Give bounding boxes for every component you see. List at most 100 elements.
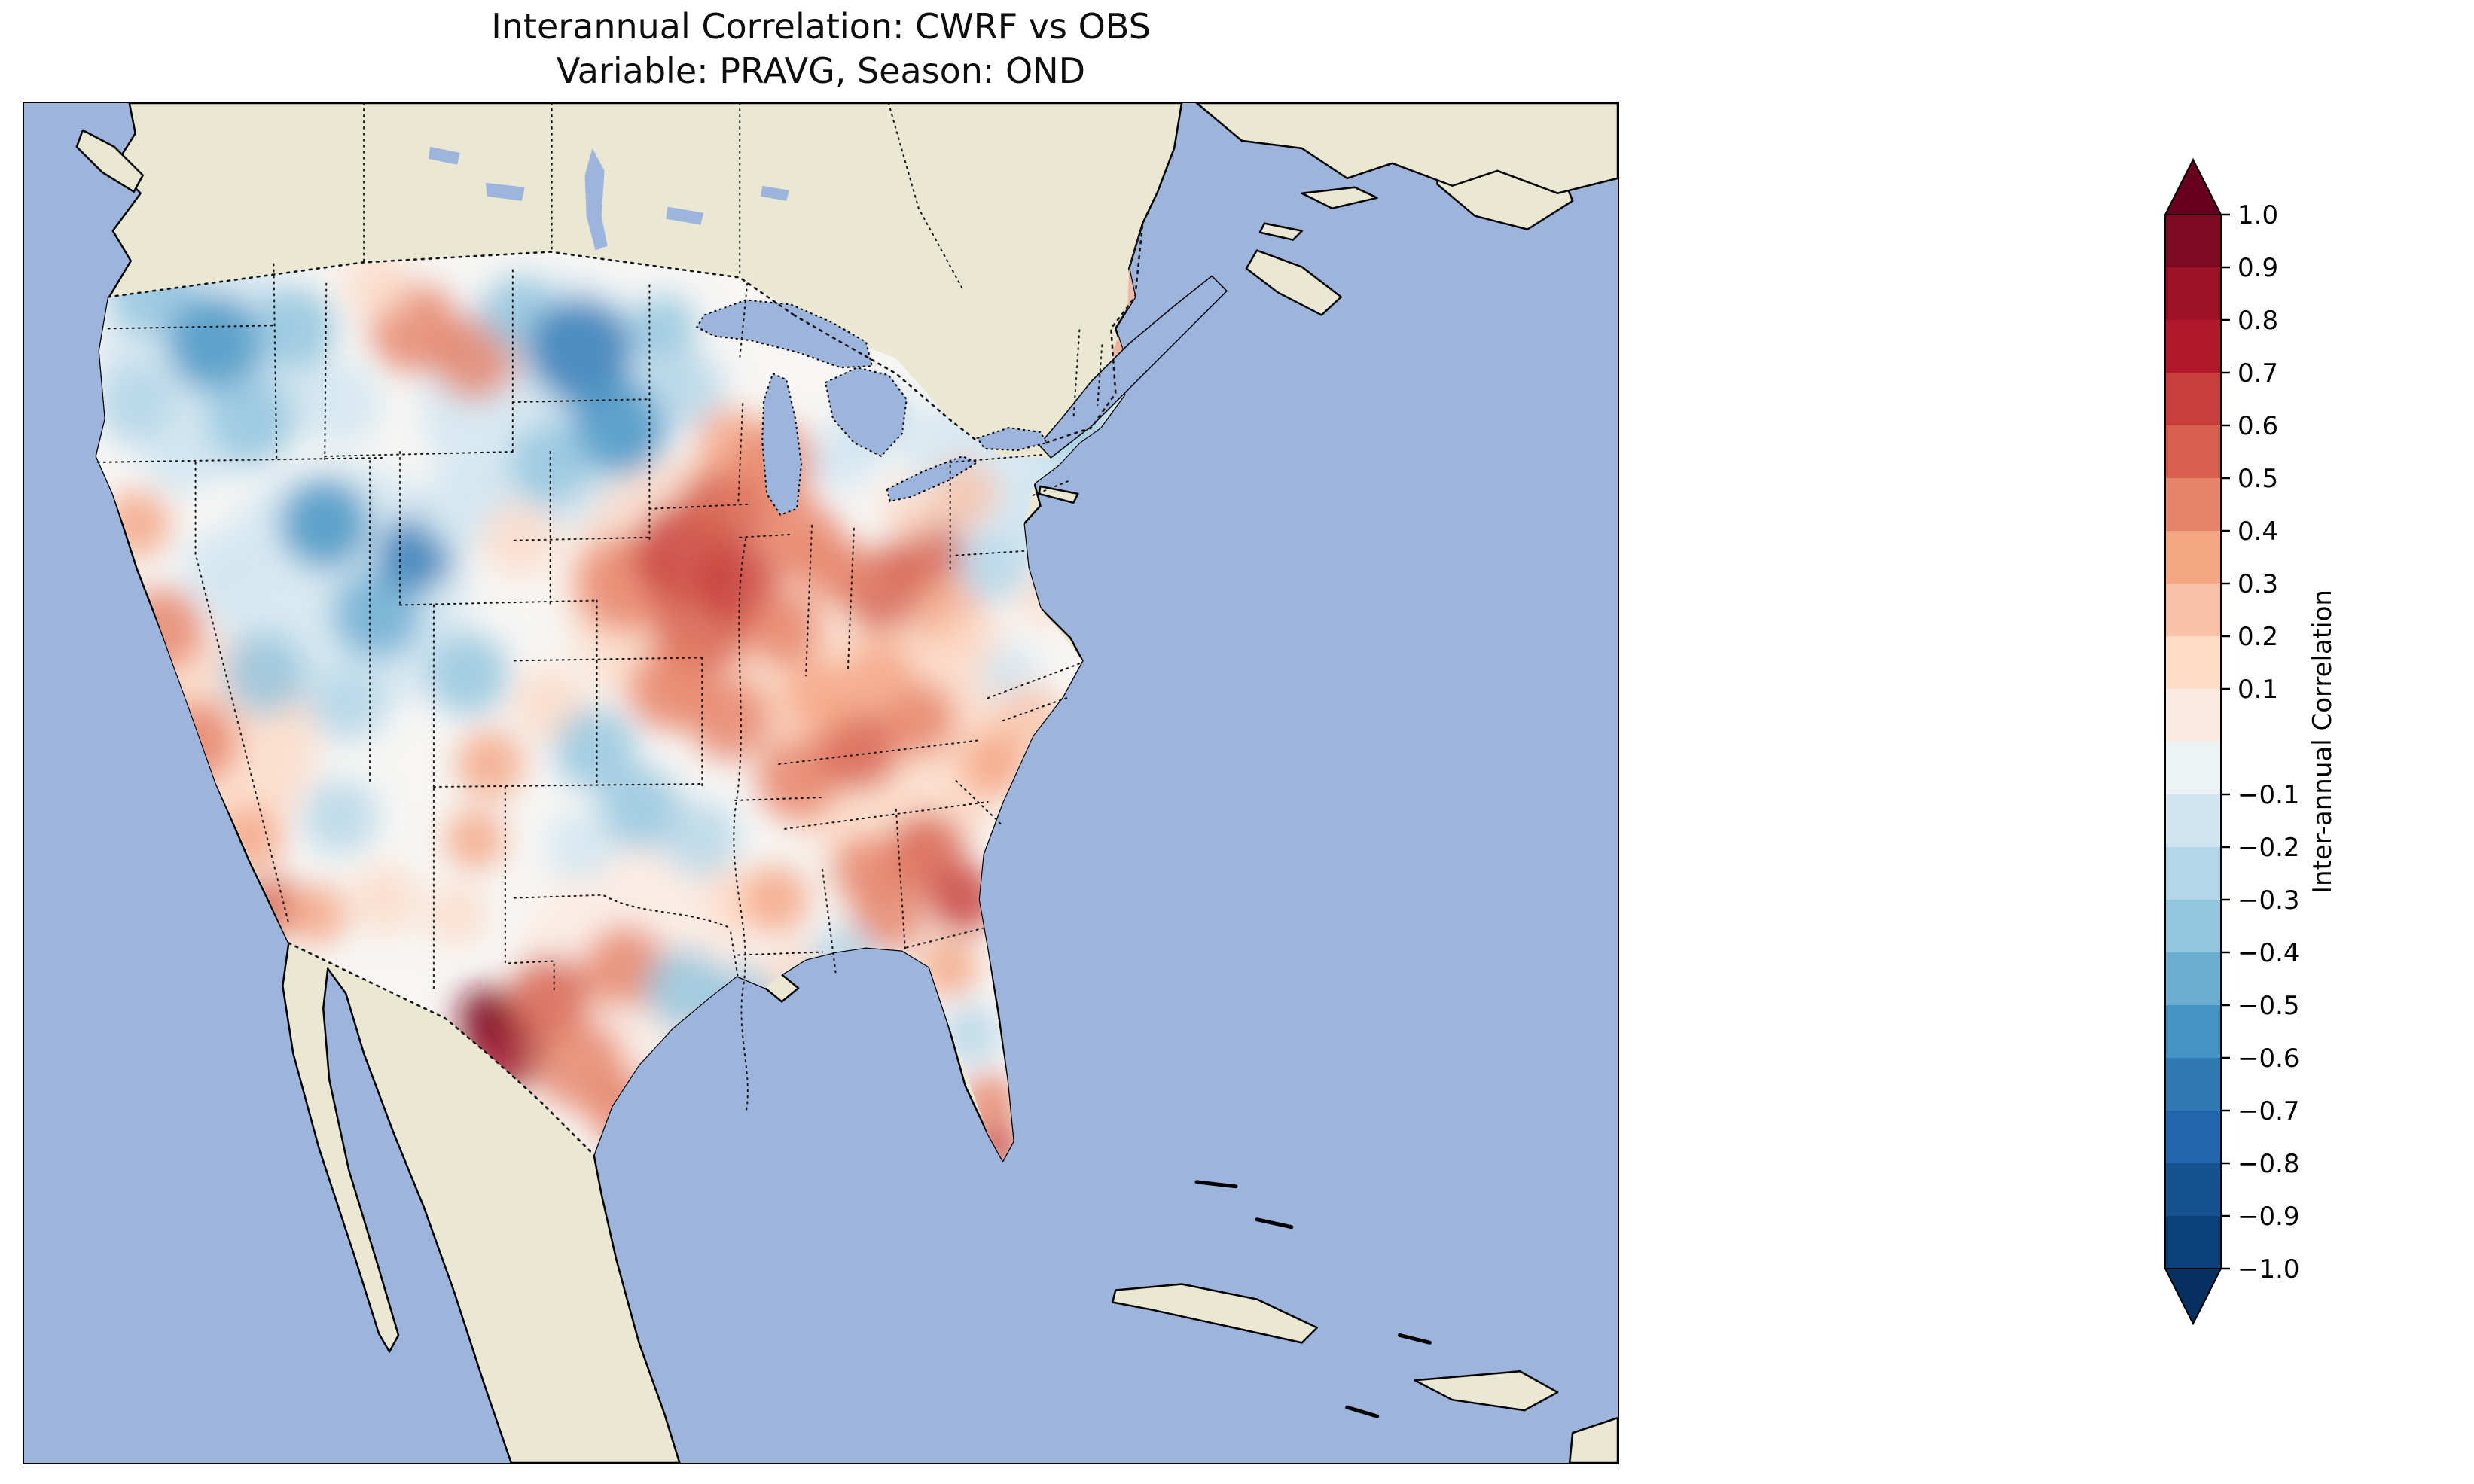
island — [1568, 1416, 1618, 1463]
great-lake — [761, 372, 803, 516]
field-blob — [182, 531, 258, 607]
field-blob — [298, 362, 382, 445]
colorbar-band — [2165, 531, 2221, 584]
field-blob — [444, 809, 505, 870]
colorbar-tick-label: 0.5 — [2238, 464, 2278, 494]
great-lakes — [695, 299, 1048, 516]
map-svg — [24, 103, 1618, 1463]
colorbar-band — [2165, 689, 2221, 742]
field-blob — [426, 632, 509, 716]
colorbar-svg: 1.0 0.9 0.8 0.7 0.6 0.5 0.4 0.3 0.2 0.1 −0.1 −0.2 −0… — [2164, 157, 2338, 1326]
colorbar-band — [2165, 636, 2221, 689]
state-border — [1032, 479, 1072, 496]
field-blob — [508, 955, 592, 1039]
field-blob — [144, 419, 220, 494]
national-border — [107, 251, 795, 316]
colorbar-tick-label: 0.9 — [2238, 253, 2278, 283]
state-border — [737, 403, 744, 505]
great-lake — [886, 455, 979, 503]
colorbar-band — [2165, 1163, 2221, 1216]
field-blob — [831, 835, 900, 904]
state-border — [905, 927, 984, 949]
title-line-2: Variable: PRAVG, Season: OND — [556, 50, 1086, 91]
field-blob — [527, 298, 633, 404]
islands — [75, 103, 1618, 1463]
state-borders — [96, 263, 1103, 1115]
island — [1258, 222, 1304, 241]
canada-lakes — [428, 146, 790, 251]
colorbar-tick-label: −0.5 — [2238, 991, 2300, 1021]
state-border — [730, 931, 740, 980]
title-line-1: Interannual Correlation: CWRF vs OBS — [491, 6, 1151, 47]
island — [1112, 1283, 1319, 1344]
colorbar-band — [2165, 1111, 2221, 1163]
colorbar-tick-label: −0.6 — [2238, 1044, 2300, 1074]
province-border — [887, 103, 965, 292]
field-blob — [302, 779, 378, 855]
field-blob — [746, 591, 821, 667]
field-blob — [166, 294, 265, 393]
field-blob — [96, 362, 178, 445]
colorbar-band — [2165, 847, 2221, 900]
field-blob — [569, 377, 667, 475]
state-border — [432, 783, 703, 788]
field-blob — [351, 865, 419, 934]
colorbar-tick-label: −0.1 — [2238, 780, 2300, 810]
canada-lake — [584, 148, 608, 251]
field-blob — [689, 678, 773, 761]
colorbar-tick-label: 0.7 — [2238, 358, 2278, 389]
national-border — [1045, 222, 1144, 444]
field-blob — [343, 249, 412, 318]
colorbar-band — [2165, 1058, 2221, 1111]
state-border — [194, 461, 290, 925]
canada-lake — [428, 146, 460, 165]
state-border — [734, 796, 823, 801]
field-blob — [663, 801, 739, 877]
colorbar-tick-label: −1.0 — [2238, 1254, 2300, 1284]
state-border — [739, 282, 749, 360]
island-dash — [1398, 1333, 1432, 1345]
colorbar-band — [2165, 1216, 2221, 1269]
colorbar-tick-label: 1.0 — [2238, 200, 2278, 230]
island — [1301, 186, 1378, 209]
state-border — [737, 951, 823, 956]
colorbar-band — [2165, 952, 2221, 1005]
colorbar-tick-label: 0.6 — [2238, 411, 2278, 441]
colorbar-under-arrow — [2164, 1268, 2222, 1326]
great-lake — [695, 299, 874, 369]
figure-title: Interannual Correlation: CWRF vs OBS Var… — [23, 5, 1619, 93]
state-border — [399, 599, 598, 606]
state-border — [805, 524, 813, 677]
great-lake — [824, 367, 908, 458]
field-blob — [847, 640, 915, 708]
state-border — [987, 663, 1081, 699]
field-blob — [456, 986, 517, 1047]
field-blob — [546, 812, 615, 881]
colorbar-tick-label: −0.7 — [2238, 1096, 2300, 1126]
colorbar-tick-label: −0.4 — [2238, 938, 2300, 968]
state-border — [847, 527, 855, 669]
island — [75, 129, 144, 193]
colorbar-tick-label: 0.1 — [2238, 675, 2278, 705]
colorbar-tick-label: −0.8 — [2238, 1149, 2300, 1179]
state-border — [513, 657, 703, 662]
field-blob — [204, 373, 295, 464]
island — [1195, 103, 1618, 194]
field-blob — [287, 884, 348, 945]
colorbar-band — [2165, 320, 2221, 373]
state-border — [895, 808, 906, 950]
colorbar-tick-label: −0.2 — [2238, 833, 2300, 863]
island-dash — [1345, 1405, 1380, 1418]
national-border — [792, 314, 978, 443]
field-blob — [223, 632, 307, 716]
state-border — [107, 325, 275, 330]
colorbar-band — [2165, 215, 2221, 267]
national-border — [288, 942, 595, 1156]
colorbar-outline — [2164, 214, 2222, 1269]
state-border — [784, 800, 989, 830]
state-border — [324, 282, 328, 460]
great-lake — [976, 427, 1048, 451]
colorbar-tick-label: 0.2 — [2238, 622, 2278, 652]
colorbar: 1.0 0.9 0.8 0.7 0.6 0.5 0.4 0.3 0.2 0.1 −0.1 −0.2 −0… — [2143, 151, 2474, 1385]
